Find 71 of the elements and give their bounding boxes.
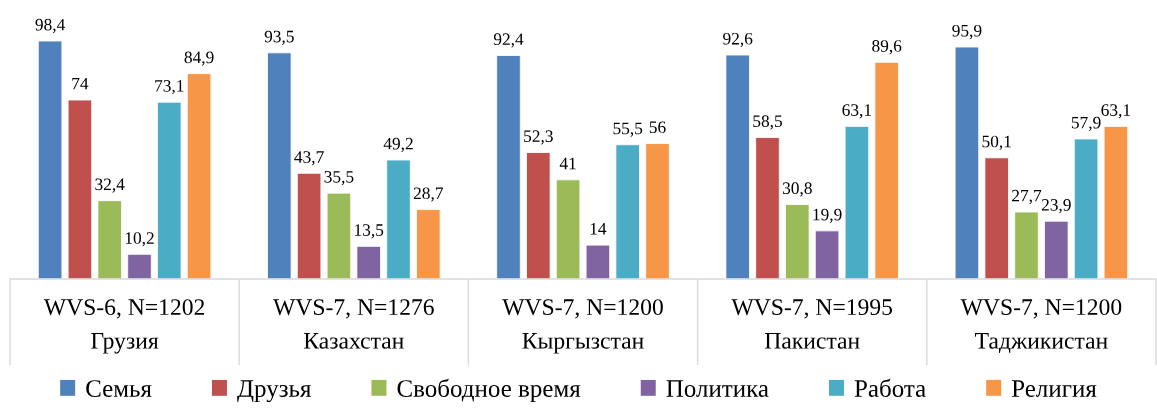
- bar: [555, 179, 581, 279]
- data-label: 74: [72, 77, 89, 90]
- data-label: 93,5: [264, 30, 294, 45]
- bar: [984, 157, 1009, 279]
- legend-label: Друзья: [237, 380, 311, 403]
- bar: [267, 52, 292, 279]
- bar: [1103, 125, 1129, 279]
- bar: [725, 54, 750, 279]
- data-label: 43,7: [294, 151, 324, 166]
- data-label: 57,9: [1071, 116, 1101, 131]
- bar: [785, 204, 810, 279]
- data-label: 56: [649, 121, 666, 134]
- bar: [296, 172, 322, 279]
- data-label: 89,6: [872, 40, 902, 55]
- x-tick-label: WVS-7, N=1276 Казахстан: [273, 299, 434, 349]
- bar: [814, 230, 840, 279]
- data-label: 27,7: [1012, 189, 1042, 205]
- bar: [615, 144, 640, 279]
- bar: [1073, 138, 1099, 279]
- bar: [1044, 220, 1069, 279]
- x-tick-label: WVS-7, N=1200 Кыргызстан: [502, 299, 663, 354]
- data-label: 52,3: [524, 130, 553, 145]
- bar: [496, 55, 521, 279]
- legend-label: Религия: [1011, 380, 1097, 397]
- data-label: 32,4: [95, 178, 125, 193]
- bar: [326, 192, 352, 279]
- data-label: 41: [559, 157, 576, 170]
- bar: [755, 137, 780, 279]
- data-label: 14: [590, 223, 607, 235]
- data-label: 50,1: [982, 135, 1011, 150]
- legend-label: Политика: [666, 380, 769, 397]
- bar: [416, 209, 441, 279]
- data-label: 63,1: [842, 104, 872, 119]
- x-tick-label: WVS-7, N=1200 Таджикистан: [960, 299, 1122, 354]
- data-label: 10,2: [125, 232, 154, 247]
- legend-label: Работа: [854, 378, 926, 397]
- bar: [1014, 211, 1039, 279]
- bar: [645, 143, 670, 279]
- data-label: 58,5: [753, 115, 783, 130]
- bar: [874, 61, 899, 279]
- bar: [127, 253, 152, 279]
- data-label: 19,9: [813, 208, 842, 223]
- bar: [186, 73, 212, 279]
- bar: [67, 99, 93, 279]
- bar: [37, 41, 63, 279]
- data-label: 92,4: [493, 33, 524, 48]
- data-label: 30,8: [782, 182, 812, 197]
- x-tick-label: WVS-6, N=1202 Грузия: [43, 299, 205, 354]
- bar: [157, 101, 182, 279]
- bar: [97, 200, 122, 279]
- data-label: 13,5: [355, 224, 384, 239]
- legend-label: Семья: [86, 380, 152, 397]
- bar: [844, 125, 870, 279]
- data-label: 73,1: [155, 80, 184, 95]
- data-label: 23,9: [1041, 199, 1071, 214]
- legend-label: Свободное время: [397, 378, 581, 403]
- bar: [356, 245, 381, 279]
- data-label: 35,5: [324, 171, 354, 186]
- data-label: 95,9: [952, 24, 982, 40]
- bar: [954, 46, 980, 279]
- bar: [585, 244, 611, 279]
- data-label: 98,4: [35, 18, 66, 34]
- bar: [526, 152, 551, 279]
- data-label: 55,5: [613, 122, 643, 137]
- x-tick-label: WVS-7, N=1995 Пакистан: [731, 299, 893, 349]
- data-label: 84,9: [184, 51, 214, 66]
- data-label: 63,1: [1101, 104, 1131, 119]
- bar: [386, 159, 411, 279]
- data-label: 28,7: [413, 187, 443, 202]
- data-label: 92,6: [723, 32, 753, 48]
- data-label: 49,2: [383, 137, 413, 153]
